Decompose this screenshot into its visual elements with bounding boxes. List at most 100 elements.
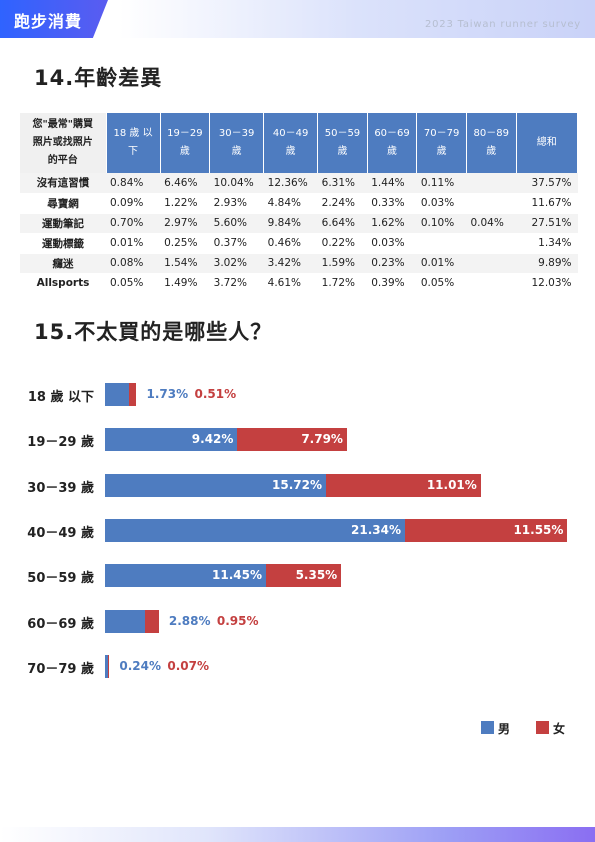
category-label: 19－29 歲 (22, 431, 94, 450)
table-cell: 1.49% (160, 273, 210, 293)
table-cell (417, 233, 467, 253)
table-cell: 0.39% (367, 273, 417, 293)
data-label-female: 11.55% (405, 523, 563, 537)
category-label: 50－59 歲 (22, 567, 94, 586)
table-cell: 0.84% (106, 173, 160, 193)
table-cell: 0.05% (106, 273, 160, 293)
data-label-male: 9.42% (105, 432, 233, 446)
column-header-line: 歲 (370, 143, 415, 161)
column-header-line: 19－29 (163, 125, 208, 143)
page-section-title: 跑步消費 (14, 8, 82, 32)
table-cell: 1.34% (516, 233, 577, 253)
legend-swatch-female (536, 721, 549, 734)
bar-female (145, 610, 158, 633)
table-cell: 1.44% (367, 173, 417, 193)
footer-band (0, 827, 595, 842)
column-header-line: 下 (109, 143, 158, 161)
column-header-line: 歲 (266, 143, 315, 161)
data-label-male: 21.34% (105, 523, 401, 537)
table-row: 沒有這習慣 0.84% 6.46% 10.04% 12.36% 6.31% 1.44% 0.1… (20, 173, 578, 193)
table-cell: 0.22% (318, 233, 368, 253)
legend-swatch-male (481, 721, 494, 734)
legend-label-male: 男 (498, 720, 510, 737)
table-row: 運動筆記 0.70% 2.97% 5.60% 9.84% 6.64% 1.62% 0.10% 0… (20, 213, 578, 233)
data-label-female: 7.79% (237, 432, 343, 446)
column-header-line: 歲 (419, 143, 464, 161)
bar-male (105, 383, 129, 406)
table-cell (466, 273, 516, 293)
table-cell: 6.46% (160, 173, 210, 193)
column-header-line: 40－49 (266, 125, 315, 143)
data-label-female: 0.95% (217, 614, 259, 628)
table-cell: 0.23% (367, 253, 417, 273)
column-header-line: 50－59 (320, 125, 365, 143)
table-cell: 6.31% (318, 173, 368, 193)
column-header-line: 歲 (212, 143, 261, 161)
data-label-female: 11.01% (326, 478, 477, 492)
table-cell: 0.25% (160, 233, 210, 253)
table-cell (466, 253, 516, 273)
category-label: 60－69 歲 (22, 613, 94, 632)
table-cell: 0.01% (106, 233, 160, 253)
row-header: 運動筆記 (20, 213, 106, 233)
table-cell: 12.36% (264, 173, 318, 193)
category-label: 40－49 歲 (22, 522, 94, 541)
table-cell: 1.59% (318, 253, 368, 273)
category-label: 30－39 歲 (22, 477, 94, 496)
data-label-male: 1.73% (146, 387, 188, 401)
table-cell: 0.08% (106, 253, 160, 273)
table-cell: 2.24% (318, 193, 368, 213)
row-header: 沒有這習慣 (20, 173, 106, 193)
table-corner-header: 您"最常"購買 照片或找照片 的平台 (20, 113, 106, 173)
column-header-line: 60－69 (370, 125, 415, 143)
table-header-row: 您"最常"購買 照片或找照片 的平台 18 歲 以下 19－29 歲 30－39 歲 40－49… (20, 113, 578, 173)
corner-header-line: 照片或找照片 (22, 134, 104, 152)
column-header: 60－69 歲 (367, 113, 417, 173)
table-cell: 27.51% (516, 213, 577, 233)
row-header: 癮迷 (20, 253, 106, 273)
bar-female (129, 383, 136, 406)
table-cell (466, 193, 516, 213)
table-cell: 0.37% (210, 233, 264, 253)
column-header: 總和 (516, 113, 577, 173)
table-cell: 2.93% (210, 193, 264, 213)
bar-female (108, 655, 109, 678)
corner-header-line: 的平台 (22, 152, 104, 170)
table-cell: 5.60% (210, 213, 264, 233)
table-cell: 12.03% (516, 273, 577, 293)
column-header-line: 70－79 (419, 125, 464, 143)
column-header: 19－29 歲 (160, 113, 210, 173)
column-header: 30－39 歲 (210, 113, 264, 173)
row-header: 尋寶網 (20, 193, 106, 213)
column-header: 50－59 歲 (318, 113, 368, 173)
legend-label-female: 女 (553, 720, 565, 737)
data-label-male: 0.24% (119, 659, 161, 673)
table-row: 尋寶網 0.09% 1.22% 2.93% 4.84% 2.24% 0.33% 0.03% 11… (20, 193, 578, 213)
table-body: 沒有這習慣 0.84% 6.46% 10.04% 12.36% 6.31% 1.44% 0.1… (20, 173, 578, 293)
table-cell: 1.22% (160, 193, 210, 213)
corner-header-line: 您"最常"購買 (22, 116, 104, 134)
column-header-line: 30－39 (212, 125, 261, 143)
table-cell: 9.89% (516, 253, 577, 273)
bar-male (105, 610, 145, 633)
table-cell: 1.72% (318, 273, 368, 293)
table-cell: 37.57% (516, 173, 577, 193)
table-cell: 9.84% (264, 213, 318, 233)
column-header-line: 總和 (517, 134, 577, 152)
table-cell: 11.67% (516, 193, 577, 213)
data-label-female: 0.51% (194, 387, 236, 401)
table-cell: 0.03% (367, 233, 417, 253)
row-header: Allsports (20, 273, 106, 293)
table-cell: 0.04% (466, 213, 516, 233)
data-label-female: 5.35% (266, 568, 337, 582)
survey-subtitle: 2023 Taiwan runner survey (425, 19, 581, 30)
table-cell: 0.10% (417, 213, 467, 233)
column-header-line: 歲 (469, 143, 514, 161)
table-cell: 0.01% (417, 253, 467, 273)
data-label-male: 15.72% (105, 478, 322, 492)
column-header-line: 歲 (320, 143, 365, 161)
table-cell: 0.33% (367, 193, 417, 213)
section-14-title: 14.年齡差異 (34, 62, 162, 92)
table-cell: 1.54% (160, 253, 210, 273)
table-cell: 0.46% (264, 233, 318, 253)
